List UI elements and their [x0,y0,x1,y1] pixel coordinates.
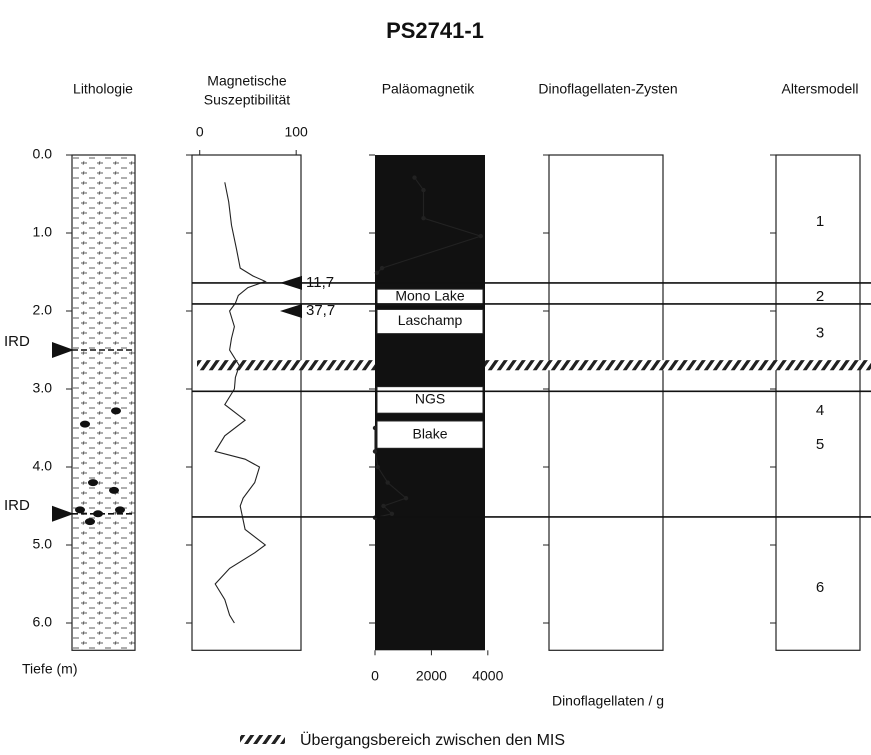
dropstone [111,407,121,415]
x-tick-label: 2000 [416,668,447,684]
frame [548,154,664,651]
depth-tick-label: 6.0 [33,614,53,630]
x-axis-label: Dinoflagellaten / g [552,693,664,709]
dropstone [93,510,103,518]
age-label: 37,7 [306,302,335,319]
heading: Paläomagnetik [382,81,476,97]
curve [214,182,267,624]
depth-tick-label: 4.0 [33,458,53,474]
ird-arrow [52,342,74,358]
transition-band [485,360,871,371]
dropstone [85,518,95,526]
legend-text: Übergangsbereich zwischen den MIS [300,731,565,749]
curve [374,177,483,519]
x-tick-label: 0 [196,124,204,140]
age-arrow [280,304,302,318]
paleomag-event [376,308,484,335]
ird-label: IRD [4,333,30,350]
age-arrow [280,275,302,290]
stage-label: 1 [816,213,824,230]
paleomag-label: NGS [415,391,445,407]
lithology-column [71,154,136,651]
ird-arrow [52,505,74,522]
stage-label: 6 [816,579,824,596]
heading: Altersmodell [781,81,858,97]
x-tick-label: 100 [284,124,308,140]
legend-swatch [240,735,285,744]
heading: Magnetische [207,73,287,89]
stage-label: 2 [816,288,824,305]
dropstone [109,486,119,494]
dropstone [80,420,90,428]
depth-tick-label: 5.0 [33,536,53,552]
paleomag-event [376,420,484,449]
transition-band [197,360,375,371]
paleomag-label: Blake [412,425,447,441]
depth-axis-label: Tiefe (m) [22,661,77,677]
stage-label: 4 [816,402,824,419]
stage-label: 5 [816,436,824,453]
heading: Lithologie [73,81,133,97]
plot: 0.0 1.0 2.0 3.0 4.0 5.0 6.0 Mono Lake Laschamp NG… [4,124,871,709]
x-tick-label: 4000 [472,668,503,684]
depth-tick-label: 1.0 [33,224,53,240]
heading: Suszeptibilität [204,92,290,108]
dropstone [115,506,125,514]
frame [775,154,861,651]
x-tick-label: 0 [371,668,379,684]
title: PS2741-1 [386,18,484,43]
depth-tick-label: 2.0 [33,302,53,318]
paleomag-label: Mono Lake [395,288,464,304]
dropstone [75,506,85,514]
ird-label: IRD [4,497,30,514]
dropstone [88,479,98,487]
heading: Dinoflagellaten-Zysten [538,81,677,97]
frame [191,154,302,651]
depth-tick-label: 0.0 [33,146,53,162]
paleomag-label: Laschamp [398,312,463,328]
stage-label: 3 [816,325,824,342]
age-label: 11,7 [306,274,334,291]
depth-tick-label: 3.0 [33,380,53,396]
